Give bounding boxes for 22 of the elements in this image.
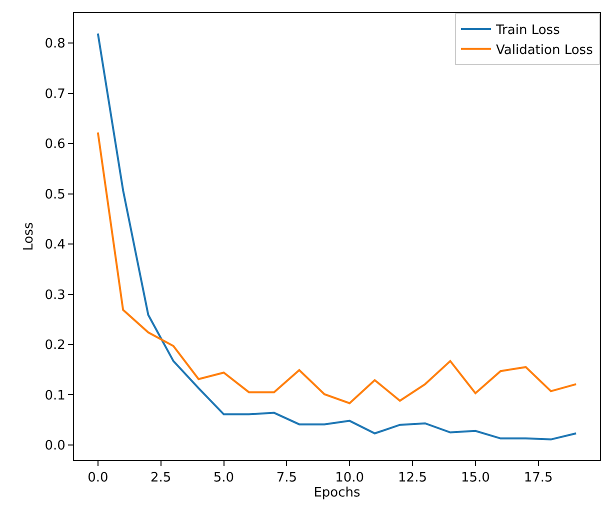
x-tick-label: 15.0 (460, 470, 490, 486)
x-tick-label: 7.5 (276, 470, 298, 486)
x-axis-title: Epochs (314, 486, 361, 501)
y-tick-label: 0.8 (44, 36, 66, 52)
legend-label: Train Loss (495, 23, 560, 38)
x-tick-label: 2.5 (150, 470, 172, 486)
y-tick-label: 0.1 (44, 388, 66, 404)
y-tick-label: 0.2 (44, 338, 66, 354)
line-series (96, 132, 578, 404)
legend-label: Validation Loss (496, 42, 594, 58)
y-axis-title: Loss (22, 222, 37, 251)
y-tick-label: 0.3 (44, 288, 66, 303)
y-tick-label: 0.6 (44, 137, 66, 152)
x-tick-label: 10.0 (335, 470, 364, 486)
x-tick-label: 12.5 (398, 470, 427, 486)
y-tick-label: 0.0 (44, 438, 66, 454)
x-tick-label: 5.0 (213, 470, 234, 486)
y-tick-label: 0.7 (44, 86, 66, 102)
x-tick-label: 0.0 (88, 470, 108, 486)
y-tick-label: 0.4 (44, 238, 66, 253)
x-tick-label: 17.5 (524, 470, 553, 486)
y-tick-label: 0.5 (44, 187, 66, 202)
